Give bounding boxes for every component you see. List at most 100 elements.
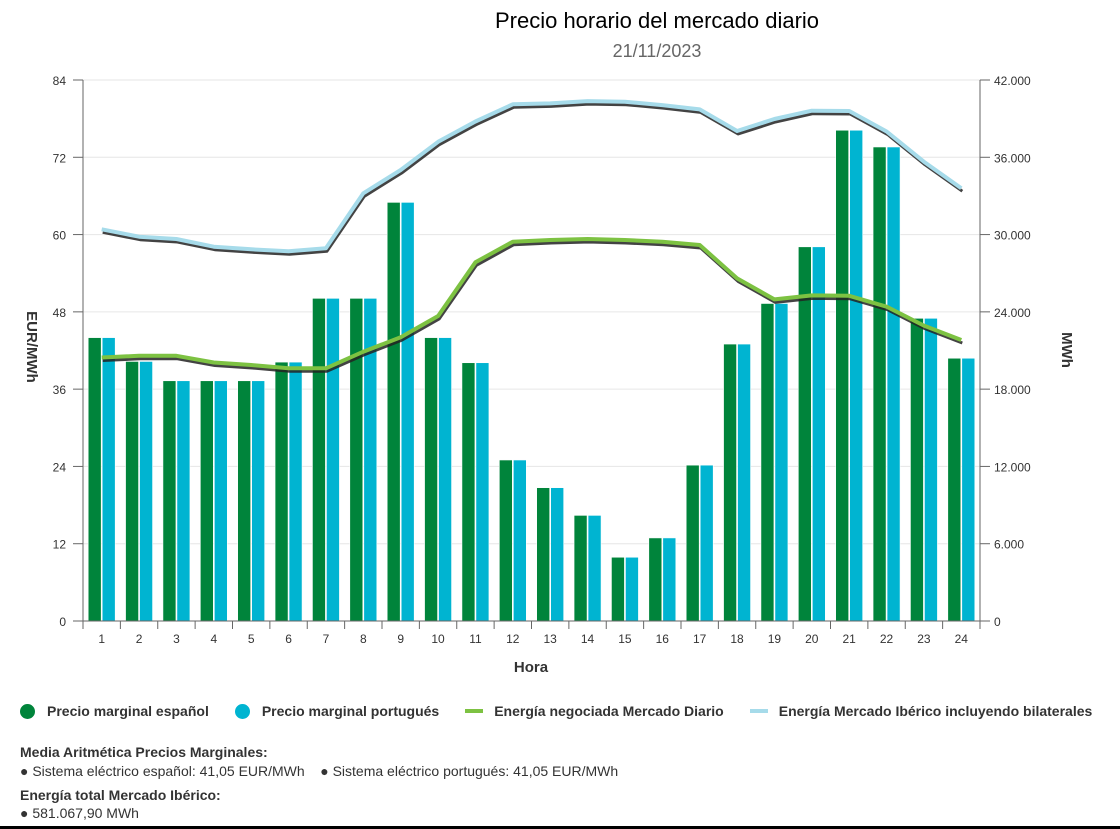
bar	[200, 380, 214, 622]
x-tick-label: 9	[397, 632, 404, 646]
bar	[176, 380, 191, 622]
series-line	[101, 99, 963, 254]
x-tick-label: 23	[917, 632, 931, 646]
x-tick-label: 3	[173, 632, 180, 646]
y-tick-label: 12	[53, 538, 67, 552]
line-icon	[465, 709, 484, 713]
x-tick-label: 13	[544, 632, 558, 646]
bar	[910, 317, 924, 622]
legend: Precio marginal español Precio marginal …	[20, 703, 1118, 719]
bar	[587, 515, 602, 622]
gridlines	[83, 79, 980, 545]
bar	[386, 202, 401, 622]
media-espanol: ● Sistema eléctrico español: 41,05 EUR/M…	[20, 763, 305, 779]
bars	[87, 129, 976, 622]
bar	[499, 459, 513, 622]
line-icon	[749, 709, 768, 713]
bar	[924, 317, 938, 622]
x-tick-label: 12	[506, 632, 520, 646]
bar	[611, 556, 625, 622]
y-tick-label: 84	[53, 74, 67, 88]
x-tick-label: 17	[693, 632, 707, 646]
bar	[849, 129, 863, 622]
energia-total: ● 581.067,90 MWh	[20, 805, 139, 821]
y-axis-label: EUR/MWh	[23, 311, 40, 383]
x-tick-label: 7	[323, 632, 330, 646]
bar	[961, 357, 976, 622]
y2-tick-label: 12.000	[994, 460, 1031, 474]
x-tick-label: 10	[431, 632, 445, 646]
lines	[101, 99, 964, 373]
media-portugues: ● Sistema eléctrico portugués: 41,05 EUR…	[320, 763, 619, 779]
bar	[349, 298, 364, 622]
legend-label: Energía Mercado Ibérico incluyendo bilat…	[778, 703, 1093, 719]
legend-item-precio-espanol[interactable]: Precio marginal español	[20, 703, 209, 719]
bar	[424, 337, 438, 622]
x-tick-label: 19	[768, 632, 782, 646]
y-tick-label: 0	[59, 615, 66, 629]
bar	[400, 202, 415, 622]
legend-item-energia-iberico[interactable]: Energía Mercado Ibérico incluyendo bilat…	[749, 703, 1093, 719]
y-tick-label: 60	[53, 229, 67, 243]
bar	[237, 380, 251, 622]
x-tick-label: 21	[843, 632, 857, 646]
bar	[723, 343, 737, 622]
x-tick-label: 22	[880, 632, 894, 646]
bar	[139, 361, 153, 622]
bar	[699, 464, 714, 622]
series-line-shadow	[102, 240, 963, 373]
series-line	[101, 237, 963, 371]
bar	[774, 303, 789, 622]
legend-label: Precio marginal portugués	[261, 703, 440, 719]
bar	[312, 298, 326, 622]
y-tick-label: 72	[53, 151, 67, 165]
circle-icon	[20, 703, 35, 719]
bar	[550, 487, 564, 622]
bar	[101, 337, 116, 622]
media-values: ● Sistema eléctrico español: 41,05 EUR/M…	[20, 763, 618, 779]
bar	[536, 487, 550, 622]
legend-item-energia-negociada[interactable]: Energía negociada Mercado Diario	[465, 703, 724, 719]
bar	[662, 537, 677, 622]
chart-title: Precio horario del mercado diario	[494, 8, 820, 33]
bar	[461, 362, 476, 622]
x-tick-label: 14	[581, 632, 595, 646]
x-axis-ticks: 1 2 3 4 5 6 7 8 9 10 11 12 13 14 15 16 17 18 19 20 21 22 23 24	[98, 632, 968, 646]
bar	[625, 556, 639, 622]
bar	[573, 515, 588, 622]
y2-tick-label: 0	[994, 615, 1001, 629]
bar	[798, 246, 812, 622]
y2-tick-label: 18.000	[994, 383, 1031, 397]
bar	[872, 146, 887, 622]
bar	[947, 357, 962, 622]
y-tick-label: 36	[53, 383, 67, 397]
energia-heading: Energía total Mercado Ibérico:	[20, 787, 221, 803]
x-tick-label: 16	[656, 632, 670, 646]
bar	[326, 298, 340, 622]
y-tick-label: 48	[53, 306, 67, 320]
x-tick-label: 2	[136, 632, 143, 646]
y2-tick-label: 24.000	[994, 306, 1031, 320]
circle-icon	[234, 703, 250, 719]
bar	[685, 464, 700, 622]
bar	[475, 362, 490, 622]
axes	[73, 79, 990, 629]
y2-tick-label: 6.000	[994, 538, 1024, 552]
y2-tick-label: 30.000	[994, 229, 1031, 243]
y2-axis-label: MWh	[1058, 332, 1075, 368]
legend-label: Precio marginal español	[47, 703, 209, 719]
bar	[648, 537, 663, 622]
y-tick-label: 24	[53, 460, 67, 474]
x-tick-label: 5	[248, 632, 255, 646]
bar	[835, 129, 849, 622]
y-axis-ticks: 0 12 24 36 48 60 72 84	[53, 74, 67, 629]
legend-item-precio-portugues[interactable]: Precio marginal portugués	[234, 703, 440, 719]
bar	[87, 337, 102, 622]
chart-subtitle: 21/11/2023	[612, 41, 702, 61]
bar	[162, 380, 177, 622]
bar	[760, 303, 775, 622]
x-tick-label: 1	[98, 632, 105, 646]
bar	[274, 361, 289, 622]
x-axis-label: Hora	[514, 659, 549, 676]
bar	[513, 459, 527, 622]
